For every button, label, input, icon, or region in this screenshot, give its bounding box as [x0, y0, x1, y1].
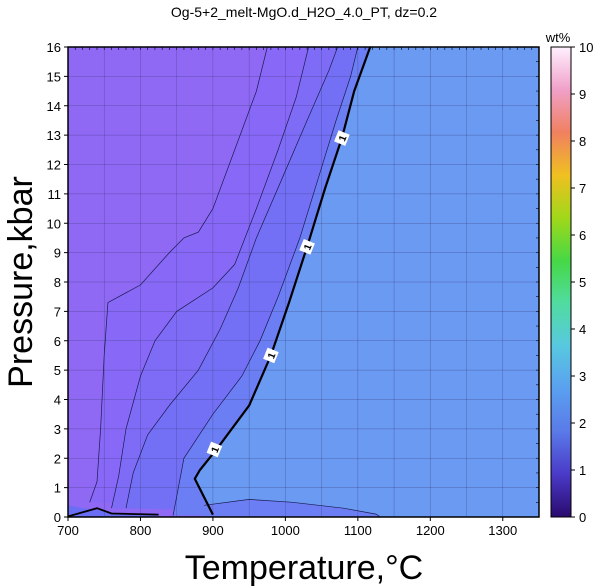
y-tick-label-6: 6: [54, 334, 61, 349]
chart-title: Og-5+2_melt-MgO.d_H2O_4.0_PT, dz=0.2: [171, 4, 437, 20]
y-tick-label-5: 5: [54, 363, 61, 378]
contour-line-0.4: [111, 47, 309, 509]
y-tick-label-0: 0: [54, 510, 61, 525]
y-axis-label: Pressure,kbar: [2, 176, 40, 388]
y-tick-label-12: 12: [47, 158, 61, 173]
contour-label-box: [334, 130, 350, 146]
colorbar-label: wt%: [545, 30, 571, 45]
y-tick-label-13: 13: [47, 128, 61, 143]
x-tick-label-700: 700: [57, 523, 79, 538]
grid-lines: [68, 47, 539, 517]
colorbar-tick-label-8: 8: [579, 134, 586, 149]
y-tick-label-10: 10: [47, 216, 61, 231]
x-tick-label-1000: 1000: [271, 523, 300, 538]
contour-label-1: 1: [263, 347, 279, 364]
colorbar-ticks: 0 1 2 3 4 5 6 7 8 9 10: [571, 40, 593, 525]
colorbar-tick-label-7: 7: [579, 181, 586, 196]
colorbar-tick-label-6: 6: [579, 228, 586, 243]
y-tick-label-2: 2: [54, 451, 61, 466]
colorbar-tick-label-0: 0: [579, 510, 586, 525]
contour-label-text: 1: [337, 134, 349, 144]
axis-ticks: 700 800 900 1000 1100 1200 1300012345678910111…: [47, 40, 540, 538]
y-tick-label-9: 9: [54, 246, 61, 261]
region-low-pocket: [68, 505, 159, 517]
contour-label-3: 1: [334, 130, 350, 146]
colorbar-tick-label-10: 10: [579, 40, 593, 55]
x-tick-label-900: 900: [202, 523, 224, 538]
contour-label-text: 1: [210, 445, 222, 455]
y-tick-label-14: 14: [47, 99, 61, 114]
contour-label-box: [206, 441, 223, 458]
y-tick-label-16: 16: [47, 40, 61, 55]
y-tick-label-1: 1: [54, 481, 61, 496]
colorbar-tick-label-4: 4: [579, 322, 586, 337]
colorbar-tick-label-9: 9: [579, 87, 586, 102]
x-tick-label-1100: 1100: [344, 523, 372, 538]
y-tick-label-8: 8: [54, 275, 61, 290]
colorbar: wt% 0 1 2 3 4 5 6 7 8 9 10: [545, 30, 594, 525]
x-tick-label-1300: 1300: [488, 523, 517, 538]
contour-label-text: 1: [302, 242, 314, 252]
contour-line-1.0: [193, 47, 372, 516]
region-0.8-pocket: [204, 499, 380, 517]
colorbar-tick-label-1: 1: [579, 463, 586, 478]
y-tick-label-11: 11: [48, 187, 62, 202]
colorbar-gradient: [550, 46, 572, 518]
contour-line-0.8-pocket: [204, 499, 380, 517]
colorbar-tick-label-5: 5: [579, 275, 586, 290]
x-tick-label-1200: 1200: [416, 523, 445, 538]
colorbar-tick-label-3: 3: [579, 369, 586, 384]
y-tick-label-15: 15: [47, 69, 61, 84]
contour-label-0: 1: [206, 441, 223, 458]
x-tick-label-800: 800: [130, 523, 152, 538]
y-tick-label-4: 4: [54, 393, 61, 408]
y-tick-label-7: 7: [54, 304, 61, 319]
contour-lines: [68, 47, 380, 517]
contour-label-box: [263, 347, 279, 364]
contour-label-2: 1: [299, 238, 315, 255]
contour-label-box: [299, 238, 315, 255]
contour-line-0.6: [125, 47, 338, 509]
colorbar-tick-label-2: 2: [579, 416, 586, 431]
contour-line-0.2: [89, 47, 268, 503]
contour-line-1.0-low: [68, 507, 159, 517]
contour-labels: 1 1 1 1: [206, 130, 350, 458]
x-axis-label: Temperature,°C: [185, 549, 423, 587]
y-tick-label-3: 3: [54, 422, 61, 437]
contour-line-0.8: [172, 47, 359, 516]
contour-label-text: 1: [266, 351, 278, 361]
